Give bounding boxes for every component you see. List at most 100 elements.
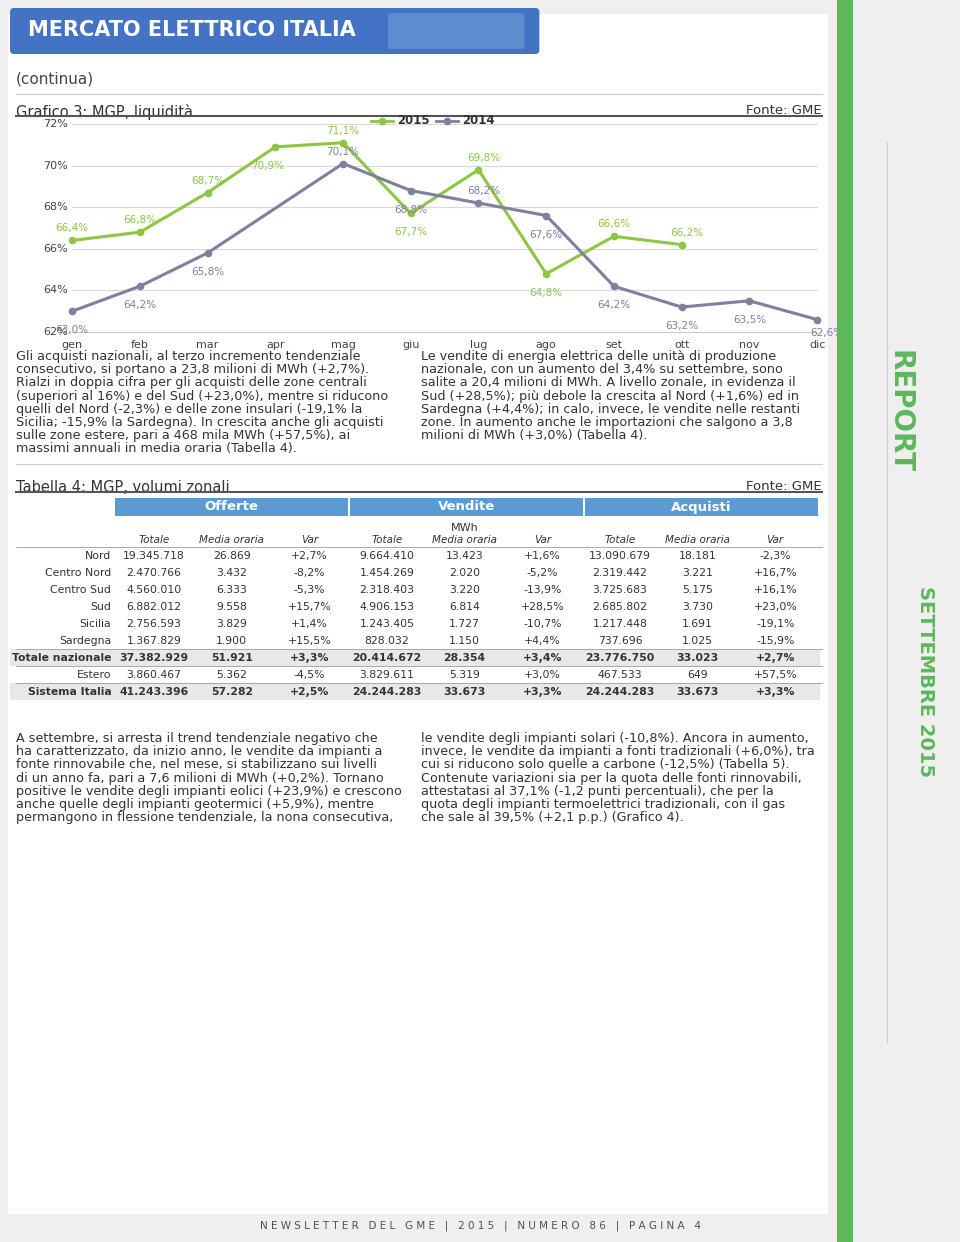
Text: mar: mar — [197, 340, 219, 350]
Text: +2,7%: +2,7% — [291, 551, 327, 561]
Text: Fonte: GME: Fonte: GME — [747, 104, 822, 117]
Text: +23,0%: +23,0% — [754, 602, 797, 612]
Bar — [10, 683, 820, 699]
Text: 23.776.750: 23.776.750 — [586, 653, 655, 663]
Text: 1.150: 1.150 — [449, 636, 480, 646]
Text: 66,2%: 66,2% — [670, 227, 704, 237]
Text: 62,6%: 62,6% — [810, 328, 844, 338]
Text: 65,8%: 65,8% — [191, 267, 225, 277]
Text: Centro Nord: Centro Nord — [45, 568, 111, 578]
Text: 13.423: 13.423 — [445, 551, 484, 561]
Text: 1.900: 1.900 — [216, 636, 248, 646]
Text: Media oraria: Media oraria — [200, 535, 264, 545]
Bar — [10, 648, 820, 666]
Bar — [115, 498, 348, 515]
Text: +3,0%: +3,0% — [524, 669, 561, 681]
Text: anche quelle degli impianti geotermici (+5,9%), mentre: anche quelle degli impianti geotermici (… — [16, 799, 373, 811]
Text: 33.673: 33.673 — [444, 687, 486, 697]
Text: 41.243.396: 41.243.396 — [119, 687, 189, 697]
Text: 70%: 70% — [43, 160, 68, 170]
Text: 72%: 72% — [43, 119, 68, 129]
Text: -8,2%: -8,2% — [294, 568, 325, 578]
Text: 64,8%: 64,8% — [530, 288, 563, 298]
Text: 13.090.679: 13.090.679 — [588, 551, 651, 561]
Text: 3.829: 3.829 — [216, 619, 247, 628]
Text: +3,3%: +3,3% — [522, 687, 562, 697]
Text: 2015: 2015 — [397, 114, 430, 128]
Text: Sistema Italia: Sistema Italia — [28, 687, 111, 697]
Text: -19,1%: -19,1% — [756, 619, 795, 628]
Text: 1.217.448: 1.217.448 — [592, 619, 647, 628]
Text: consecutivo, si portano a 23,8 milioni di MWh (+2,7%).: consecutivo, si portano a 23,8 milioni d… — [16, 363, 370, 376]
Text: -13,9%: -13,9% — [523, 585, 562, 595]
Text: 63,5%: 63,5% — [732, 314, 766, 325]
Text: ha caratterizzato, da inizio anno, le vendite da impianti a: ha caratterizzato, da inizio anno, le ve… — [16, 745, 382, 758]
Text: 64,2%: 64,2% — [123, 301, 156, 310]
Text: 24.244.283: 24.244.283 — [586, 687, 655, 697]
Text: 71,1%: 71,1% — [326, 125, 360, 135]
Text: 6.333: 6.333 — [216, 585, 247, 595]
Text: che sale al 39,5% (+2,1 p.p.) (Grafico 4).: che sale al 39,5% (+2,1 p.p.) (Grafico 4… — [421, 811, 684, 825]
Text: Media oraria: Media oraria — [432, 535, 497, 545]
Text: Tabella 4: MGP, volumi zonali: Tabella 4: MGP, volumi zonali — [16, 479, 229, 496]
Text: (continua): (continua) — [16, 72, 94, 87]
Text: 20.414.672: 20.414.672 — [352, 653, 421, 663]
Text: N E W S L E T T E R   D E L   G M E   |   2 0 1 5   |   N U M E R O   8 6   |   : N E W S L E T T E R D E L G M E | 2 0 1 … — [259, 1221, 701, 1231]
Text: fonte rinnovabile che, nel mese, si stabilizzano sui livelli: fonte rinnovabile che, nel mese, si stab… — [16, 759, 377, 771]
Text: 737.696: 737.696 — [598, 636, 642, 646]
Text: 63,2%: 63,2% — [665, 320, 698, 332]
Bar — [837, 0, 853, 1242]
Text: 1.367.829: 1.367.829 — [127, 636, 181, 646]
Text: +16,7%: +16,7% — [754, 568, 797, 578]
Text: Totale nazionale: Totale nazionale — [12, 653, 111, 663]
Text: +57,5%: +57,5% — [754, 669, 797, 681]
Text: Gli acquisti nazionali, al terzo incremento tendenziale: Gli acquisti nazionali, al terzo increme… — [16, 350, 361, 363]
Text: Sicilia: Sicilia — [80, 619, 111, 628]
Text: le vendite degli impianti solari (-10,8%). Ancora in aumento,: le vendite degli impianti solari (-10,8%… — [421, 732, 809, 745]
Text: Acquisti: Acquisti — [671, 501, 732, 513]
Text: 5.362: 5.362 — [216, 669, 247, 681]
Text: 6.814: 6.814 — [449, 602, 480, 612]
Text: -15,9%: -15,9% — [756, 636, 795, 646]
Text: di un anno fa, pari a 7,6 milioni di MWh (+0,2%). Tornano: di un anno fa, pari a 7,6 milioni di MWh… — [16, 771, 384, 785]
Text: Var: Var — [300, 535, 318, 545]
FancyBboxPatch shape — [10, 7, 540, 53]
Text: 2.318.403: 2.318.403 — [360, 585, 415, 595]
Text: quota degli impianti termoelettrici tradizionali, con il gas: quota degli impianti termoelettrici trad… — [421, 799, 785, 811]
Text: 67,7%: 67,7% — [395, 227, 427, 237]
Text: 33.673: 33.673 — [677, 687, 719, 697]
Text: +16,1%: +16,1% — [754, 585, 797, 595]
Text: 2.685.802: 2.685.802 — [592, 602, 647, 612]
Text: 2014: 2014 — [462, 114, 494, 128]
Text: 24.244.283: 24.244.283 — [352, 687, 421, 697]
Text: -5,3%: -5,3% — [294, 585, 325, 595]
Bar — [586, 498, 818, 515]
Text: Le vendite di energia elettrica delle unità di produzione: Le vendite di energia elettrica delle un… — [421, 350, 777, 363]
Text: 67,6%: 67,6% — [530, 230, 563, 240]
Text: nazionale, con un aumento del 3,4% su settembre, sono: nazionale, con un aumento del 3,4% su se… — [421, 363, 783, 376]
Text: permangono in flessione tendenziale, la nona consecutiva,: permangono in flessione tendenziale, la … — [16, 811, 394, 825]
Text: -5,2%: -5,2% — [527, 568, 558, 578]
Text: Sud: Sud — [90, 602, 111, 612]
Text: 62%: 62% — [43, 327, 68, 337]
Text: invece, le vendite da impianti a fonti tradizionali (+6,0%), tra: invece, le vendite da impianti a fonti t… — [421, 745, 815, 758]
Text: Offerte: Offerte — [204, 501, 258, 513]
Text: -4,5%: -4,5% — [294, 669, 325, 681]
Text: 828.032: 828.032 — [365, 636, 409, 646]
Text: Estero: Estero — [77, 669, 111, 681]
Text: (superiori al 16%) e del Sud (+23,0%), mentre si riducono: (superiori al 16%) e del Sud (+23,0%), m… — [16, 390, 388, 402]
Text: 66,8%: 66,8% — [123, 215, 156, 225]
Text: Sud (+28,5%); più debole la crescita al Nord (+1,6%) ed in: Sud (+28,5%); più debole la crescita al … — [421, 390, 799, 402]
Text: +15,7%: +15,7% — [288, 602, 331, 612]
Text: +3,4%: +3,4% — [522, 653, 562, 663]
Text: cui si riducono solo quelle a carbone (-12,5%) (Tabella 5).: cui si riducono solo quelle a carbone (-… — [421, 759, 789, 771]
Text: 5.319: 5.319 — [449, 669, 480, 681]
Text: ago: ago — [536, 340, 557, 350]
Text: 1.691: 1.691 — [683, 619, 713, 628]
Text: 28.354: 28.354 — [444, 653, 486, 663]
Text: Fonte: GME: Fonte: GME — [747, 479, 822, 493]
Text: 68,7%: 68,7% — [191, 175, 225, 185]
Text: ott: ott — [674, 340, 689, 350]
Text: Sicilia; -15,9% la Sardegna). In crescita anche gli acquisti: Sicilia; -15,9% la Sardegna). In crescit… — [16, 416, 384, 428]
Text: 51.921: 51.921 — [211, 653, 252, 663]
